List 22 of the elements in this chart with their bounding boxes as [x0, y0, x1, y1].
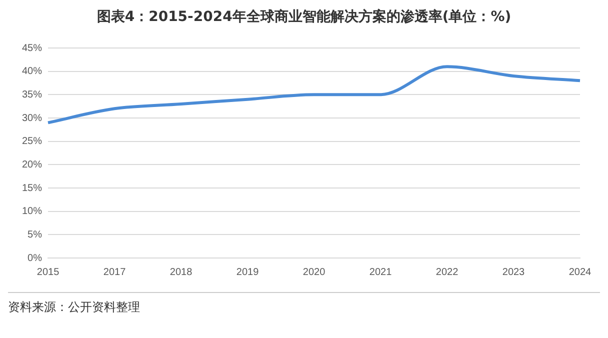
y-tick-label: 30%	[22, 112, 42, 124]
y-tick-label: 15%	[22, 182, 42, 194]
y-tick-label: 5%	[28, 229, 42, 240]
x-tick-label: 2022	[436, 266, 459, 278]
x-tick-label: 2015	[36, 266, 60, 278]
y-tick-label: 0%	[28, 252, 42, 264]
x-tick-label: 2024	[568, 266, 592, 278]
x-tick-label: 2018	[170, 266, 193, 278]
text: 资料来源：公开资料整理	[8, 299, 141, 316]
x-tick-label: 2019	[236, 266, 260, 278]
y-tick-label: 45%	[22, 42, 42, 54]
y-tick-label: 40%	[22, 66, 42, 78]
line-series	[46, 65, 582, 124]
x-tick-label: 2021	[369, 266, 392, 278]
y-tick-label: 25%	[22, 136, 42, 148]
x-tick-label: 2017	[103, 266, 126, 278]
x-tick-label: 2020	[302, 266, 326, 278]
y-tick-label: 10%	[22, 206, 42, 218]
y-tick-label: 20%	[22, 159, 42, 170]
chart-title: 图表4：2015-2024年全球商业智能解决方案的渗透率(单位：%)	[96, 8, 512, 26]
x-tick-label: 2023	[502, 266, 526, 278]
y-tick-label: 35%	[22, 89, 42, 100]
